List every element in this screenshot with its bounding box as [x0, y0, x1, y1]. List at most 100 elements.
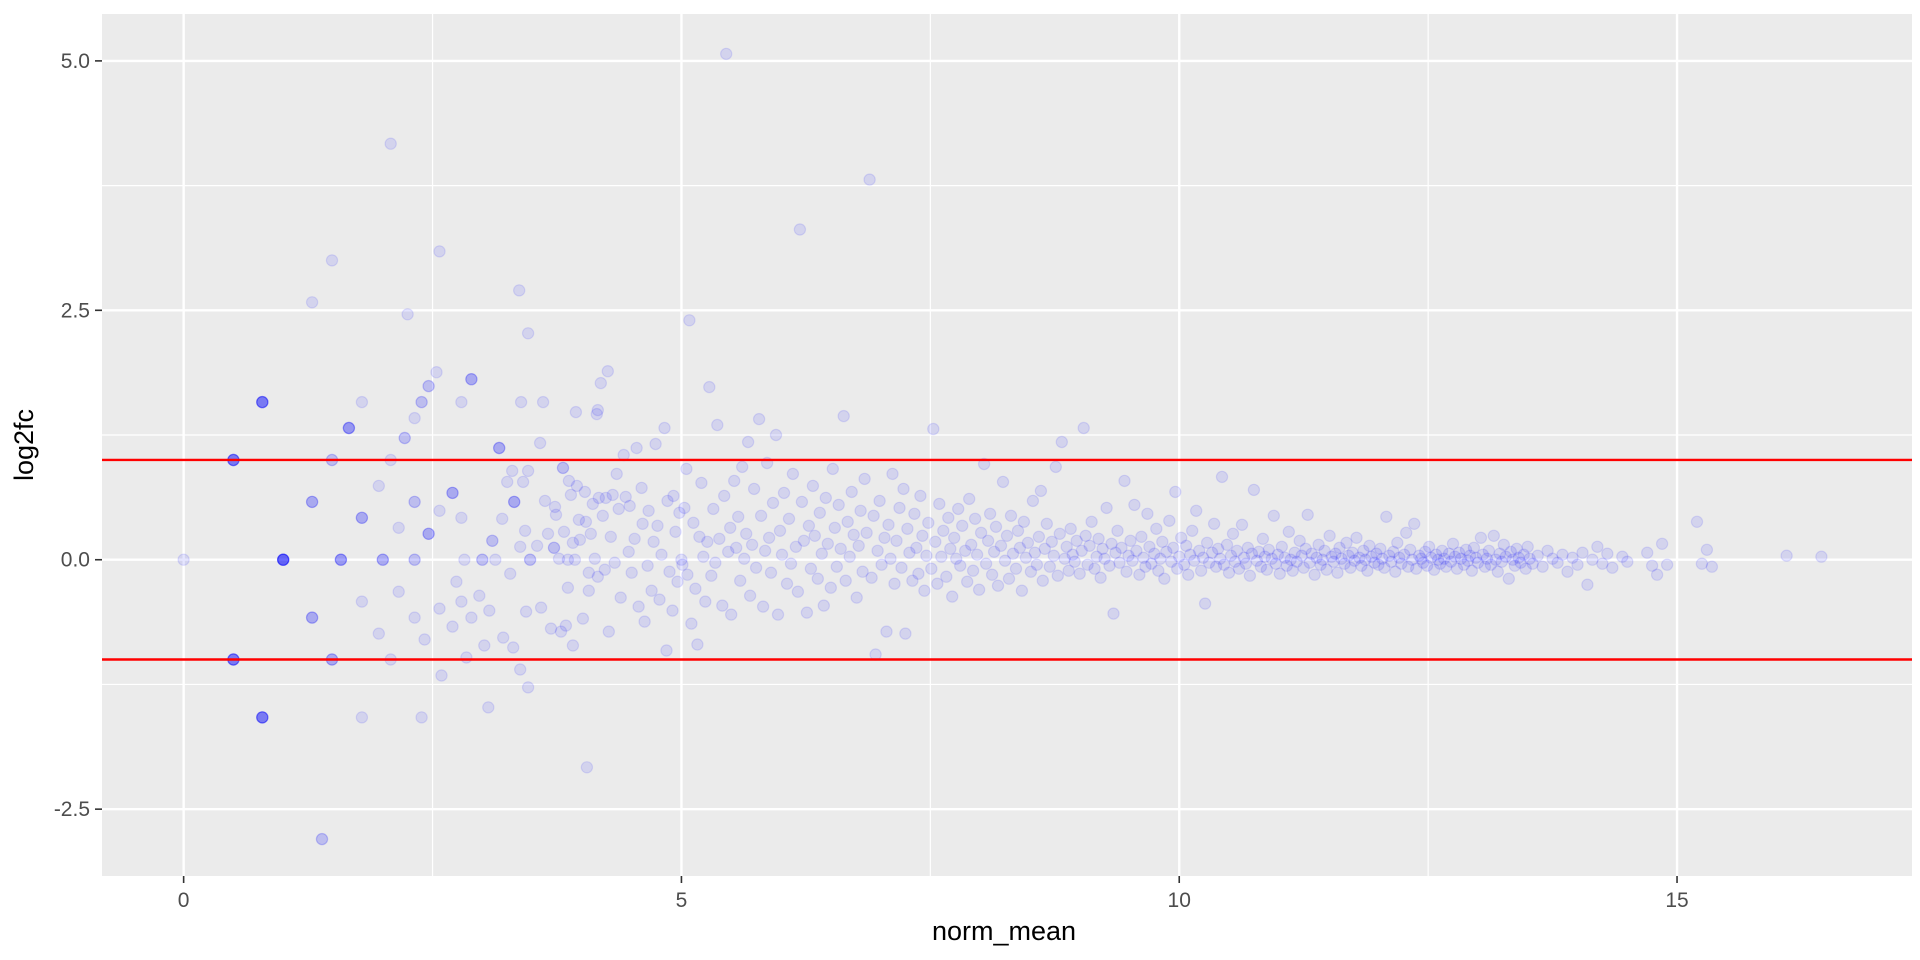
data-point — [680, 462, 693, 476]
data-point — [703, 380, 716, 394]
data-point — [987, 545, 1001, 559]
data-point — [1021, 536, 1035, 550]
data-point — [433, 245, 446, 258]
data-point — [1318, 544, 1331, 558]
data-point — [863, 173, 876, 186]
data-point — [478, 639, 491, 652]
data-point — [556, 461, 570, 475]
x-tick-label: 10 — [1168, 889, 1191, 912]
data-point — [256, 395, 269, 409]
data-point — [1250, 554, 1264, 567]
data-point — [878, 531, 891, 545]
data-point — [628, 532, 641, 546]
data-point — [422, 379, 435, 393]
data-point — [795, 495, 809, 509]
data-point — [1247, 483, 1261, 497]
data-point — [961, 575, 974, 588]
data-point — [667, 489, 680, 503]
data-point — [1222, 566, 1236, 579]
data-point — [797, 534, 811, 548]
data-point — [493, 441, 506, 455]
data-point — [1418, 545, 1432, 559]
data-point — [1459, 543, 1473, 557]
data-point — [1606, 561, 1619, 574]
data-point — [730, 541, 743, 555]
data-point — [588, 552, 602, 565]
data-point — [277, 553, 290, 566]
data-point — [1135, 530, 1148, 544]
data-point — [871, 544, 884, 558]
data-point — [415, 395, 428, 409]
data-point — [521, 464, 535, 478]
data-point — [1508, 559, 1522, 572]
data-point — [408, 495, 421, 509]
data-point — [561, 553, 575, 566]
data-point — [1427, 563, 1441, 576]
data-point — [435, 669, 448, 682]
data-point — [578, 485, 592, 499]
data-point — [305, 495, 319, 509]
data-point — [1073, 567, 1086, 580]
data-point — [899, 627, 912, 640]
data-point — [1000, 529, 1014, 543]
data-point — [1484, 558, 1498, 571]
data-point — [504, 567, 517, 580]
data-point — [965, 538, 978, 552]
data-point — [1327, 555, 1340, 568]
data-point — [635, 481, 648, 495]
data-point — [1355, 559, 1368, 572]
data-point — [1137, 551, 1150, 564]
data-point — [1075, 544, 1088, 558]
data-point — [476, 553, 489, 566]
y-tick-label: -2.5 — [54, 798, 90, 821]
data-point — [1207, 517, 1221, 531]
data-point — [769, 428, 783, 442]
data-point — [1650, 568, 1664, 581]
data-point — [1368, 556, 1381, 569]
data-point — [989, 520, 1003, 534]
data-point — [1167, 541, 1180, 555]
data-point — [1541, 544, 1554, 558]
data-point — [1181, 568, 1195, 581]
data-point — [1256, 532, 1270, 546]
data-point — [1489, 553, 1503, 566]
data-point — [1551, 556, 1564, 569]
data-point — [1028, 546, 1042, 559]
data-point — [1431, 553, 1445, 566]
data-point — [830, 560, 844, 573]
data-point — [837, 409, 850, 423]
data-point — [1397, 548, 1411, 561]
data-point — [1096, 542, 1109, 556]
data-point — [756, 600, 770, 613]
data-point — [663, 565, 676, 578]
data-point — [1055, 435, 1069, 449]
data-point — [1350, 531, 1363, 545]
data-point — [880, 625, 893, 638]
data-point — [743, 589, 757, 602]
data-point — [1179, 539, 1193, 553]
x-tick-label: 5 — [676, 889, 688, 912]
data-point — [1034, 484, 1048, 498]
data-point — [1032, 530, 1046, 544]
data-point — [514, 395, 528, 409]
data-point — [669, 525, 682, 539]
data-point — [1478, 560, 1492, 573]
data-point — [852, 539, 865, 553]
data-point — [1083, 539, 1096, 553]
data-point — [1211, 542, 1225, 556]
data-point — [821, 537, 835, 551]
data-point — [1275, 540, 1289, 554]
data-point — [1387, 545, 1400, 559]
data-point — [1581, 578, 1594, 591]
data-point — [705, 569, 718, 582]
data-point — [977, 457, 991, 471]
data-point — [256, 711, 269, 724]
data-point — [422, 379, 435, 393]
data-point — [800, 606, 814, 619]
data-point — [1521, 540, 1534, 554]
data-point — [1288, 546, 1301, 559]
data-point — [1389, 565, 1402, 578]
data-point — [1145, 557, 1158, 570]
data-point — [791, 585, 805, 598]
data-point — [507, 641, 520, 654]
